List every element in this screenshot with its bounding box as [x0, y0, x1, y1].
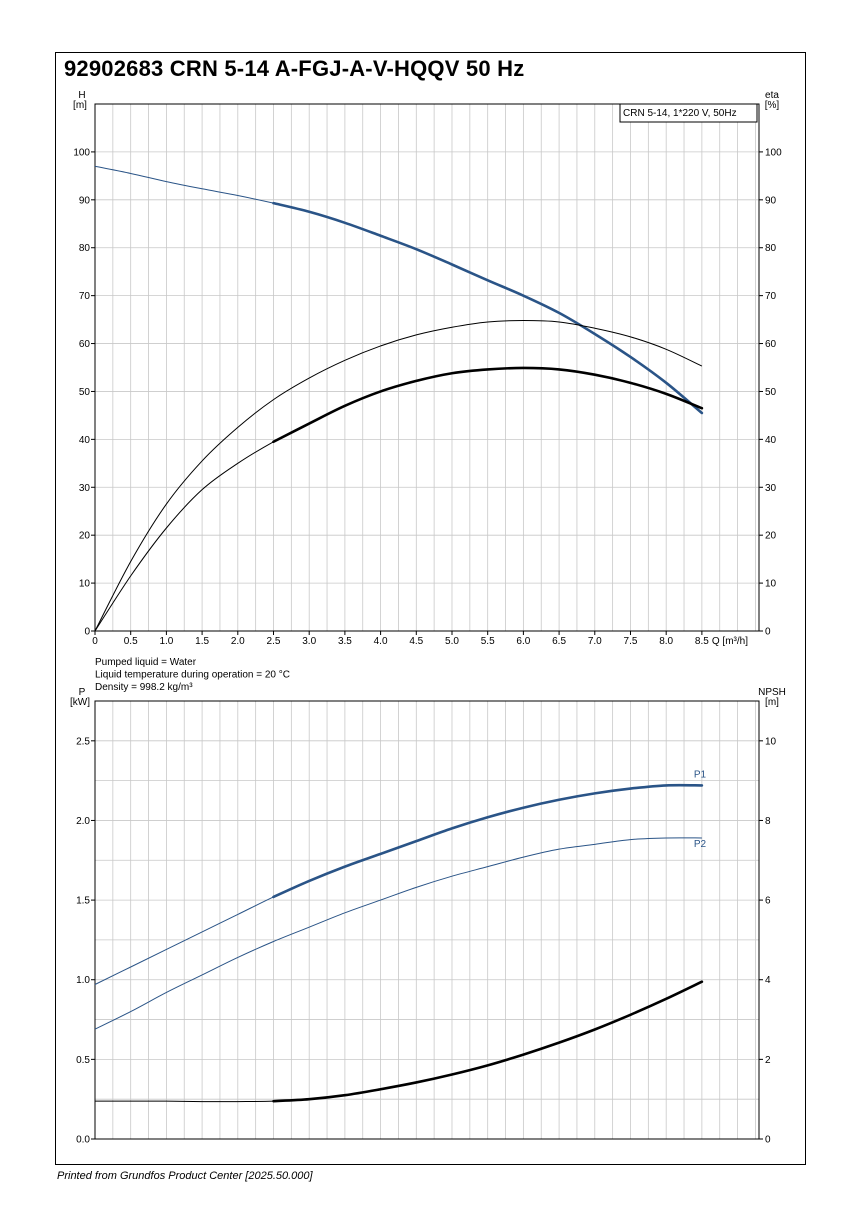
x-tick-label: 2.0 [231, 636, 245, 647]
liquid-note: Density = 998.2 kg/m³ [95, 682, 193, 693]
series-label-p1: P1 [694, 769, 707, 780]
y-axis-unit-left: [kW] [70, 697, 90, 708]
y-tick-label-left: 0.5 [76, 1055, 90, 1066]
y-axis-label-right: eta [765, 90, 779, 101]
legend-box [619, 103, 758, 123]
y-tick-label-right: 100 [765, 147, 782, 158]
legend-text: CRN 5-14, 1*220 V, 50Hz [623, 108, 737, 119]
y-tick-label-right: 8 [765, 816, 771, 827]
y-tick-label-left: 20 [79, 531, 91, 542]
y-tick-label-left: 1.0 [76, 975, 90, 986]
curve-p1-operating-range [272, 783, 704, 899]
liquid-note: Pumped liquid = Water [95, 657, 197, 668]
y-tick-label-left: 70 [79, 291, 91, 302]
y-tick-label-left: 10 [79, 579, 91, 590]
y-tick-label-right: 70 [765, 291, 777, 302]
plot-area-1 [94, 103, 760, 632]
y-tick-label-right: 0 [765, 1135, 771, 1146]
y-tick-label-left: 80 [79, 243, 91, 254]
x-tick-label: 1.5 [195, 636, 209, 647]
curve-npsh-operating-range [272, 980, 704, 1103]
y-tick-label-right: 80 [765, 243, 777, 254]
x-axis-label: Q [m³/h] [712, 636, 748, 647]
chart-frame [55, 52, 806, 1165]
y-tick-label-left: 2.0 [76, 816, 90, 827]
y-axis-unit-right: [m] [765, 697, 779, 708]
curve-eta-motor [94, 320, 703, 632]
y-axis-label-left: P [79, 687, 86, 698]
x-tick-label: 3.5 [338, 636, 352, 647]
liquid-note: Liquid temperature during operation = 20… [95, 670, 290, 681]
y-tick-label-left: 2.5 [76, 736, 90, 747]
y-axis-unit-right: [%] [765, 100, 780, 111]
x-tick-label: 0 [92, 636, 98, 647]
x-tick-label: 7.5 [624, 636, 638, 647]
y-tick-label-right: 20 [765, 531, 777, 542]
y-tick-label-right: 10 [765, 736, 777, 747]
y-tick-label-left: 1.5 [76, 896, 90, 907]
x-tick-label: 5.5 [481, 636, 495, 647]
y-tick-label-right: 2 [765, 1055, 771, 1066]
y-tick-label-left: 60 [79, 339, 91, 350]
series-label-p2: P2 [694, 839, 707, 850]
x-tick-label: 7.0 [588, 636, 602, 647]
y-tick-label-left: 90 [79, 195, 91, 206]
x-tick-label: 8.5 [695, 636, 709, 647]
x-tick-label: 2.5 [267, 636, 281, 647]
x-tick-label: 6.5 [552, 636, 566, 647]
curve-p2 [94, 837, 702, 1030]
x-tick-label: 4.0 [374, 636, 388, 647]
y-tick-label-right: 4 [765, 975, 771, 986]
y-tick-label-right: 50 [765, 387, 777, 398]
curve-eta-pump-operating-range [272, 366, 704, 444]
x-tick-label: 1.0 [159, 636, 173, 647]
y-tick-label-right: 90 [765, 195, 777, 206]
y-axis-unit-left: [m] [73, 100, 87, 111]
y-tick-label-right: 6 [765, 896, 771, 907]
x-tick-label: 0.5 [124, 636, 138, 647]
y-tick-label-left: 100 [73, 147, 90, 158]
x-tick-label: 6.0 [516, 636, 530, 647]
y-tick-label-right: 40 [765, 435, 777, 446]
y-tick-label-left: 0.0 [76, 1135, 90, 1146]
y-tick-label-right: 60 [765, 339, 777, 350]
x-tick-label: 4.5 [409, 636, 423, 647]
curve-h-operating-range [272, 201, 704, 415]
page-title: 92902683 CRN 5-14 A-FGJ-A-V-HQQV 50 Hz [64, 56, 525, 81]
y-tick-label-right: 0 [765, 627, 771, 638]
y-tick-label-left: 40 [79, 435, 91, 446]
y-tick-label-right: 10 [765, 579, 777, 590]
x-tick-label: 5.0 [445, 636, 459, 647]
y-axis-label-right: NPSH [758, 687, 786, 698]
x-tick-label: 3.0 [302, 636, 316, 647]
y-tick-label-left: 30 [79, 483, 91, 494]
plot-area-2 [94, 700, 760, 1140]
y-axis-label-left: H [78, 90, 85, 101]
y-tick-label-left: 0 [84, 627, 90, 638]
x-tick-label: 8.0 [659, 636, 673, 647]
footer-note: Printed from Grundfos Product Center [20… [57, 1170, 313, 1182]
y-tick-label-right: 30 [765, 483, 777, 494]
y-tick-label-left: 50 [79, 387, 91, 398]
